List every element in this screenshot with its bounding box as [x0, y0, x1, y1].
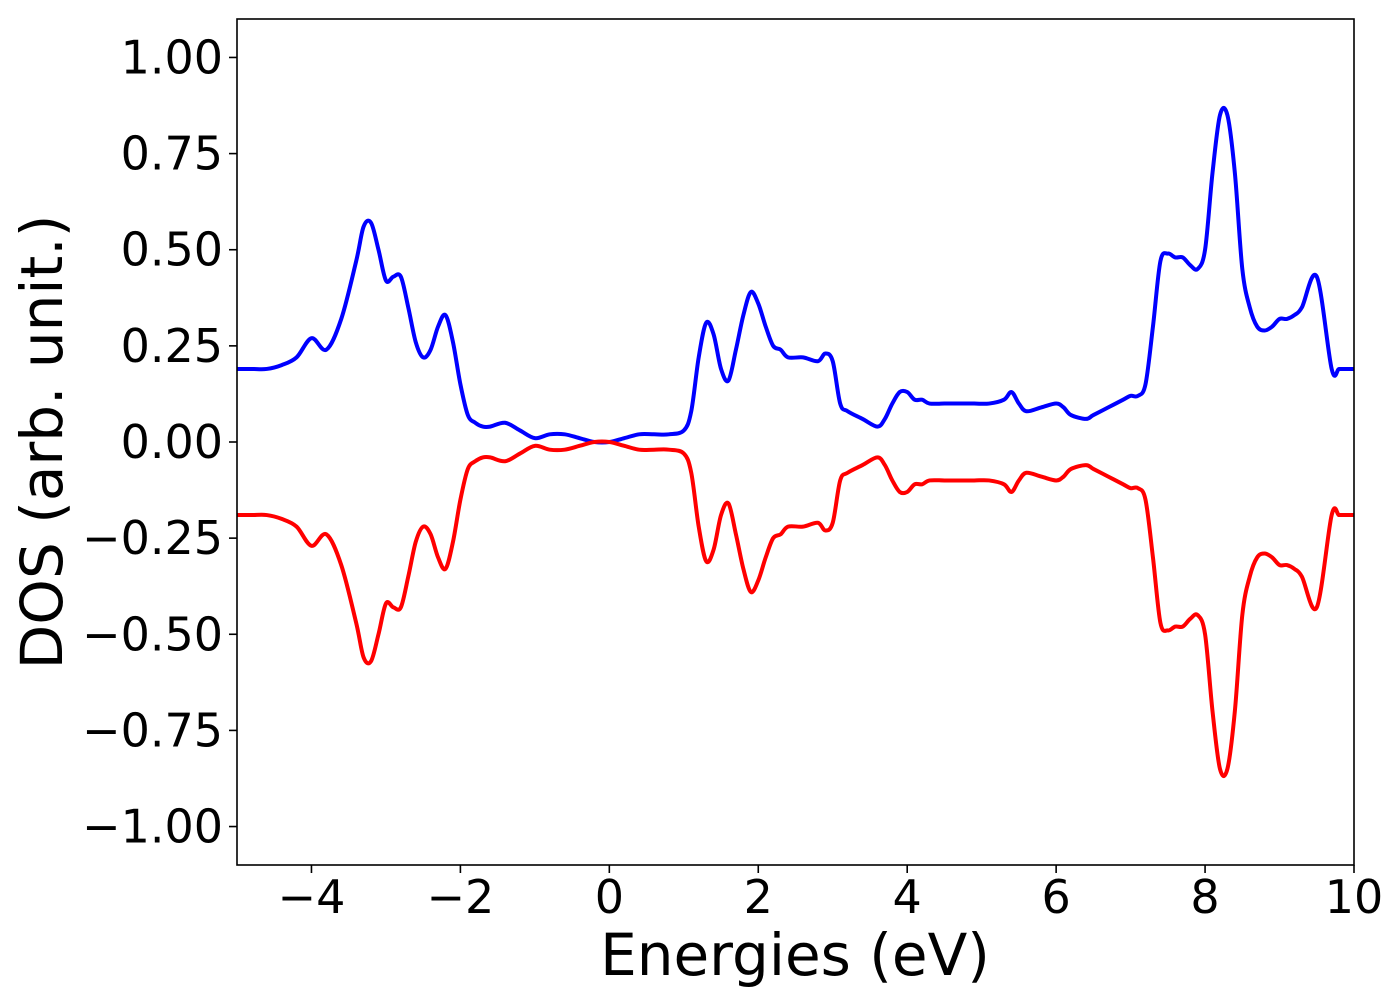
y-tick-label: −1.00: [82, 800, 223, 854]
x-tick-label: 8: [1190, 870, 1219, 924]
y-axis-label: DOS (arb. unit.): [8, 215, 76, 670]
y-axis-ticks: 1.00 0.75 0.50 0.25 0.00 −0.25 −0.50 −0.75 −1.00: [82, 30, 237, 854]
plot-frame: [236, 18, 1355, 866]
y-tick-label: 0.75: [121, 127, 223, 181]
y-tick-label: 0.25: [121, 319, 223, 373]
spin-up-dos-line: [237, 105, 1354, 445]
x-tick-label: −2: [426, 870, 494, 924]
x-tick-label: 0: [595, 870, 624, 924]
y-tick-label: 1.00: [121, 30, 223, 84]
x-tick-label: 2: [744, 870, 773, 924]
plot-area: [237, 105, 1354, 779]
x-tick-label: 4: [893, 870, 922, 924]
x-tick-label: 10: [1325, 870, 1384, 924]
y-tick-label: −0.75: [82, 703, 223, 757]
y-tick-label: −0.25: [82, 511, 223, 565]
x-tick-label: 6: [1041, 870, 1070, 924]
x-tick-label: −4: [278, 870, 346, 924]
y-tick-label: 0.00: [121, 415, 223, 469]
y-tick-label: −0.50: [82, 607, 223, 661]
x-axis-ticks: −4 −2 0 2 4 6 8 10: [278, 865, 1384, 924]
spin-down-dos-line: [237, 439, 1354, 779]
y-tick-label: 0.50: [121, 223, 223, 277]
x-axis-label: Energies (eV): [600, 921, 990, 989]
